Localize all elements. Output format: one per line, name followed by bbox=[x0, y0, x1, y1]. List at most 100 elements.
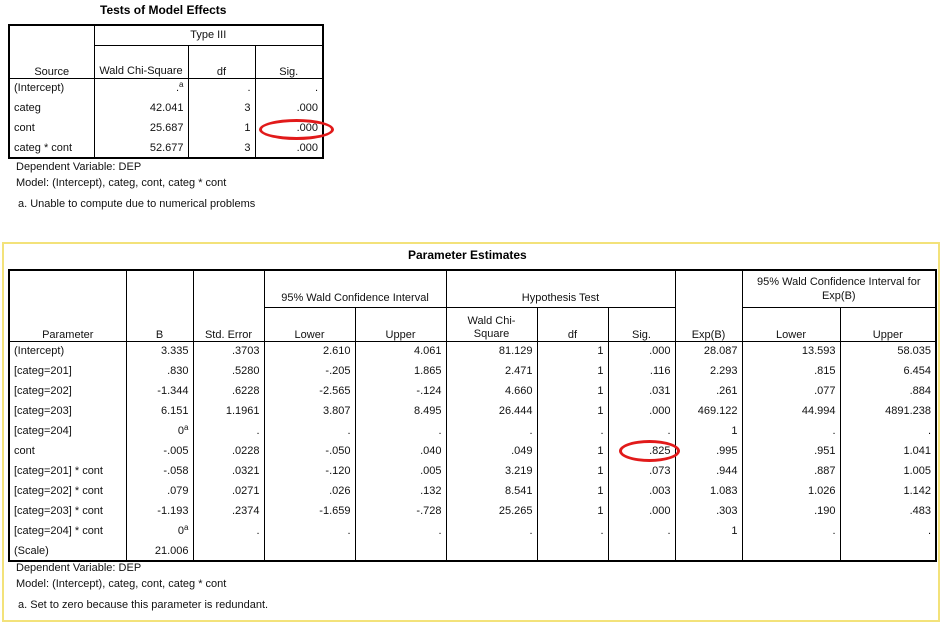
params-cell-parameter: [categ=201] bbox=[9, 361, 127, 381]
tests-footnote-model: Model: (Intercept), categ, cont, categ *… bbox=[16, 177, 227, 189]
params-cell-wald bbox=[446, 541, 538, 561]
tests-cell-df: 3 bbox=[188, 138, 256, 158]
params-cell-upper: 8.495 bbox=[355, 401, 447, 421]
params-cell-exp-upper: 1.005 bbox=[903, 465, 932, 477]
params-cell-std-error: .3703 bbox=[193, 341, 265, 361]
tests-title: Tests of Model Effects bbox=[100, 3, 227, 17]
params-cell-wald: 81.129 bbox=[446, 341, 538, 361]
tests-col-source: Source bbox=[9, 25, 95, 79]
params-cell-exp-upper: 6.454 bbox=[903, 365, 932, 377]
params-cell-std-error: .0321 bbox=[193, 461, 265, 481]
params-cell-upper: .040 bbox=[355, 441, 447, 461]
params-cell-exp-upper: . bbox=[927, 525, 932, 537]
params-cell-expb: 1.083 bbox=[675, 481, 743, 501]
tests-footnote-dependent: Dependent Variable: DEP bbox=[16, 161, 142, 173]
params-cell-std-error: 1.1961 bbox=[193, 401, 265, 421]
params-cell-upper: .132 bbox=[355, 481, 447, 501]
params-cell-upper: -.728 bbox=[355, 501, 447, 521]
footnote-marker: a bbox=[179, 80, 184, 90]
tests-cell-df: 1 bbox=[188, 118, 256, 138]
params-cell-upper: . bbox=[355, 521, 447, 541]
params-cell-sig: .825 bbox=[608, 441, 676, 461]
params-cell-exp-lower: .077 bbox=[742, 381, 841, 401]
tests-cell-df: . bbox=[188, 78, 256, 98]
params-cell-lower: . bbox=[264, 421, 356, 441]
params-cell-df: 1 bbox=[537, 461, 609, 481]
params-cell-sig: .003 bbox=[608, 481, 676, 501]
params-col-parameter: Parameter bbox=[9, 270, 127, 342]
params-cell-sig: . bbox=[608, 421, 676, 441]
params-cell-b-value: -.005 bbox=[163, 445, 189, 457]
params-cell-std-error: .6228 bbox=[193, 381, 265, 401]
params-cell-b: .830 bbox=[126, 361, 194, 381]
params-cell-sig bbox=[608, 541, 676, 561]
tests-row: categ 42.041 3 .000 bbox=[9, 98, 323, 118]
tests-cell-source: categ * cont bbox=[9, 138, 95, 158]
params-cell-exp-upper bbox=[840, 541, 936, 561]
params-cell-df: 1 bbox=[537, 341, 609, 361]
params-cell-std-error: .5280 bbox=[193, 361, 265, 381]
params-col-lower: Lower bbox=[264, 307, 356, 342]
params-cell-parameter: [categ=201] * cont bbox=[9, 461, 127, 481]
params-cell-lower: -1.659 bbox=[264, 501, 356, 521]
params-col-std-error: Std. Error bbox=[193, 270, 265, 342]
tests-cell-source: cont bbox=[9, 118, 95, 138]
params-row: [categ=204] 0a...... 1.. bbox=[9, 421, 936, 441]
params-row: [categ=203] * cont -1.193 .2374 -1.659 -.728… bbox=[9, 501, 936, 521]
params-col-b: B bbox=[126, 270, 194, 342]
params-cell-exp-lower: . bbox=[742, 421, 841, 441]
params-col-exp-lower: Lower bbox=[742, 307, 841, 342]
params-row: [categ=203] 6.151 1.1961 3.807 8.495 26.444 1.… bbox=[9, 401, 936, 421]
tests-of-model-effects-table: Source Type III Wald Chi-Square df Sig. … bbox=[8, 24, 325, 159]
params-group-hypothesis-test: Hypothesis Test bbox=[446, 270, 676, 308]
params-cell-parameter: [categ=202] * cont bbox=[9, 481, 127, 501]
params-cell-exp-lower: . bbox=[742, 521, 841, 541]
tests-cell-wald: .a bbox=[94, 78, 189, 98]
parameter-estimates-frame bbox=[2, 242, 940, 622]
params-cell-parameter: cont bbox=[9, 441, 127, 461]
tests-cell-wald: 42.041 bbox=[94, 98, 189, 118]
params-cell-exp-upper: 1.142 bbox=[903, 485, 932, 497]
params-cell-expb: .995 bbox=[675, 441, 743, 461]
params-cell-std-error: .0228 bbox=[193, 441, 265, 461]
params-group-ci-expb: 95% Wald Confidence Interval for Exp(B) bbox=[742, 270, 937, 308]
params-col-exp-upper: Upper bbox=[840, 307, 937, 342]
params-footnote-dependent: Dependent Variable: DEP bbox=[16, 562, 142, 574]
params-cell-std-error: .0271 bbox=[193, 481, 265, 501]
params-cell-b-value: 0 bbox=[177, 425, 185, 437]
params-cell-df: 1 bbox=[537, 401, 609, 421]
params-cell-expb bbox=[675, 541, 743, 561]
params-cell-upper: 4.061 bbox=[355, 341, 447, 361]
params-cell-exp-lower: 13.593 bbox=[742, 341, 841, 361]
params-title: Parameter Estimates bbox=[408, 248, 527, 262]
params-cell-sig: .000 bbox=[608, 501, 676, 521]
params-cell-std-error bbox=[193, 541, 265, 561]
params-cell-b: .079 bbox=[126, 481, 194, 501]
params-cell-parameter: (Intercept) bbox=[9, 341, 127, 361]
params-cell-wald: 3.219 bbox=[446, 461, 538, 481]
params-col-wald: Wald Chi-Square bbox=[446, 307, 538, 342]
params-row: (Scale) 21.006 bbox=[9, 541, 936, 561]
params-cell-b: -.005 bbox=[126, 441, 194, 461]
params-cell-exp-lower: .815 bbox=[742, 361, 841, 381]
params-cell-wald: 26.444 bbox=[446, 401, 538, 421]
tests-col-wald: Wald Chi-Square bbox=[94, 45, 189, 79]
params-cell-expb: 2.293 bbox=[675, 361, 743, 381]
params-cell-df: 1 bbox=[537, 381, 609, 401]
params-cell-wald: . bbox=[446, 421, 538, 441]
params-cell-lower: -.205 bbox=[264, 361, 356, 381]
params-cell-b: 21.006 bbox=[126, 541, 194, 561]
tests-cell-sig: .000 bbox=[296, 102, 319, 114]
params-cell-wald: 8.541 bbox=[446, 481, 538, 501]
params-row: [categ=201] .830 .5280 -.205 1.865 2.471 1.116… bbox=[9, 361, 936, 381]
params-row: [categ=204] * cont 0a...... 1.. bbox=[9, 521, 936, 541]
params-cell-expb: 1 bbox=[675, 421, 743, 441]
params-row: cont -.005 .0228 -.050.040.049 1.825.995.951… bbox=[9, 441, 936, 461]
params-cell-parameter: [categ=203] bbox=[9, 401, 127, 421]
params-cell-b-value: 6.151 bbox=[160, 405, 189, 417]
params-cell-df: 1 bbox=[537, 441, 609, 461]
params-cell-exp-upper: .483 bbox=[909, 505, 932, 517]
params-cell-exp-lower: 1.026 bbox=[742, 481, 841, 501]
params-cell-b-value: -1.193 bbox=[157, 505, 189, 517]
params-col-sig: Sig. bbox=[608, 307, 676, 342]
